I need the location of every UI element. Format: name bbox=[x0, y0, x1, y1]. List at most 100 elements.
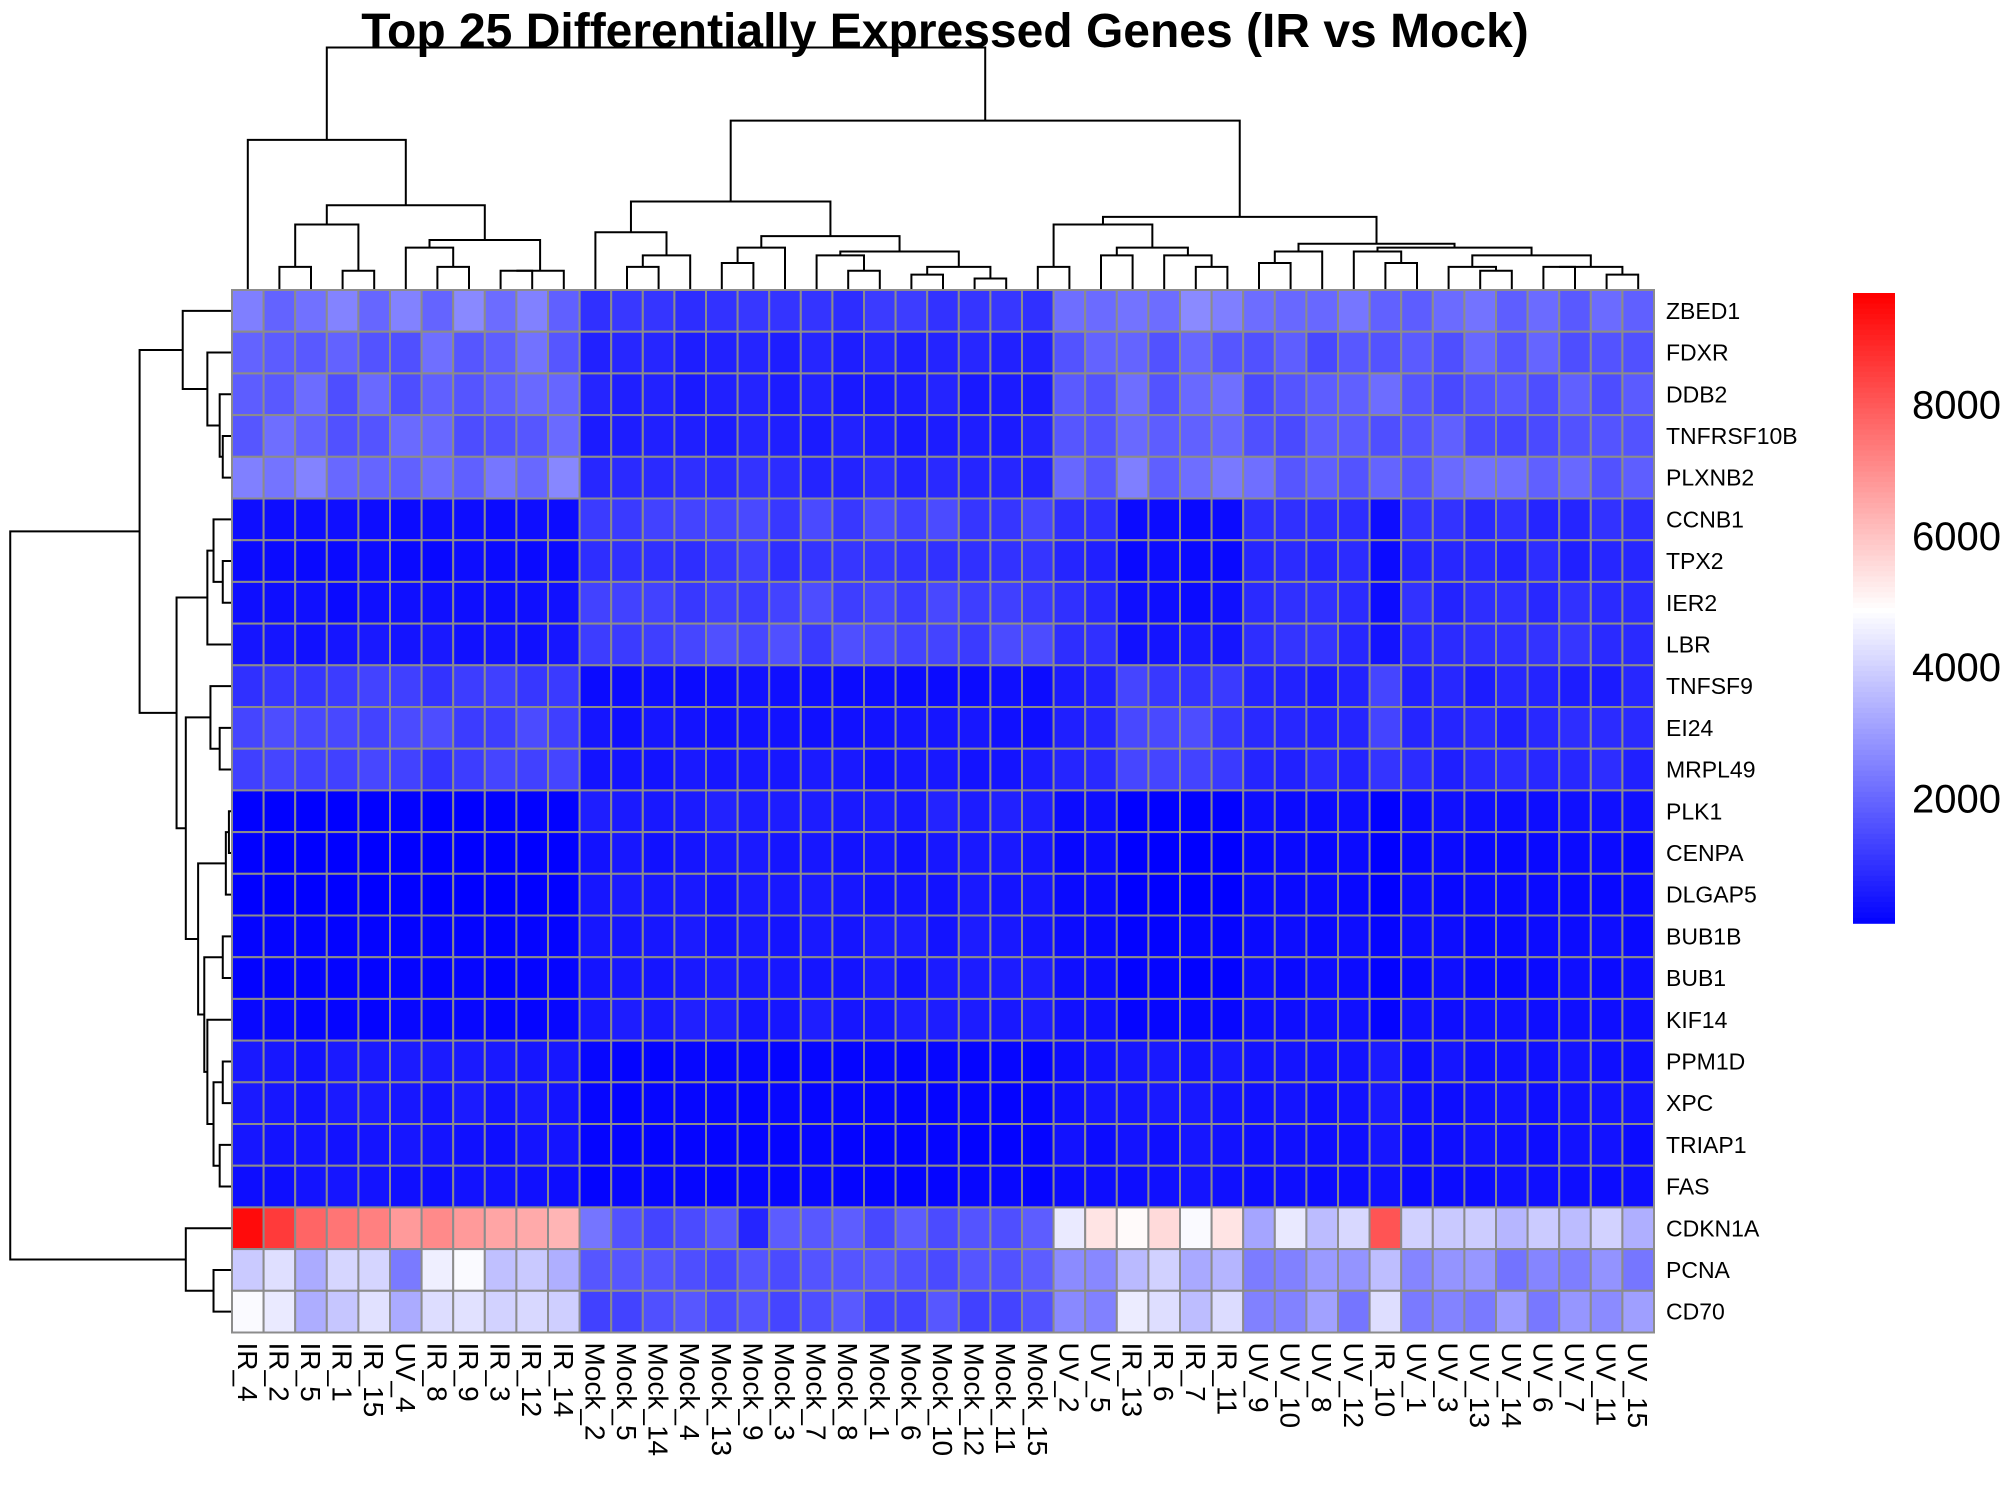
heatmap-cell bbox=[705, 1039, 739, 1084]
row-dendrogram bbox=[9, 309, 232, 1313]
heatmap-cell bbox=[1463, 831, 1498, 875]
heatmap-cell bbox=[1368, 956, 1403, 1000]
heatmap-cell bbox=[1368, 1123, 1403, 1167]
heatmap-cell bbox=[863, 372, 897, 417]
heatmap-cell bbox=[1337, 1081, 1371, 1126]
heatmap-cell bbox=[736, 1123, 771, 1167]
heatmap-cell bbox=[1495, 664, 1529, 708]
column-label: Mock_11 bbox=[990, 1343, 1021, 1455]
heatmap-cell bbox=[1084, 1081, 1118, 1126]
heatmap-cell bbox=[547, 997, 581, 1042]
heatmap-cell bbox=[768, 1039, 802, 1084]
dendrogram-branch bbox=[1101, 215, 1378, 244]
heatmap-cell bbox=[452, 330, 486, 375]
heatmap-cell bbox=[673, 330, 708, 375]
colorbar-segment bbox=[1853, 361, 1895, 368]
colorbar-tick-label: 6000 bbox=[1912, 515, 2000, 559]
dendrogram-branch bbox=[221, 434, 232, 479]
column-label: UV_13 bbox=[1464, 1343, 1495, 1429]
heatmap-cell bbox=[957, 664, 992, 708]
heatmap-cell bbox=[420, 289, 455, 333]
heatmap-cell bbox=[894, 1039, 929, 1084]
heatmap-cell bbox=[262, 497, 297, 542]
heatmap-cell bbox=[1400, 1123, 1434, 1167]
heatmap-cell bbox=[1179, 664, 1213, 708]
heatmap-cell bbox=[610, 914, 644, 959]
heatmap-cell bbox=[452, 497, 486, 542]
heatmap-cell bbox=[1179, 1123, 1213, 1167]
heatmap-cell bbox=[1242, 497, 1276, 542]
heatmap-cell bbox=[294, 1039, 328, 1084]
heatmap-cell bbox=[610, 1123, 644, 1167]
heatmap-cell bbox=[1242, 1206, 1276, 1251]
heatmap-cell bbox=[1273, 414, 1308, 458]
heatmap-cell bbox=[1463, 1039, 1498, 1084]
heatmap-cell bbox=[799, 455, 834, 500]
colorbar-segment bbox=[1853, 319, 1895, 326]
heatmap-cell bbox=[262, 580, 297, 625]
column-label: IR_5 bbox=[295, 1343, 326, 1402]
heatmap-cell bbox=[1210, 1248, 1245, 1292]
heatmap-cell bbox=[547, 1039, 581, 1084]
heatmap-cell bbox=[1431, 1123, 1466, 1167]
heatmap-cell bbox=[1495, 956, 1529, 1000]
heatmap-cell bbox=[831, 1289, 866, 1334]
heatmap-cell bbox=[736, 872, 771, 917]
heatmap-cell bbox=[547, 1081, 581, 1126]
heatmap-cell bbox=[799, 872, 834, 917]
heatmap-cell bbox=[483, 289, 518, 333]
heatmap-cell bbox=[1084, 1289, 1118, 1334]
heatmap-cell bbox=[1115, 789, 1150, 834]
column-label: Mock_10 bbox=[927, 1343, 958, 1457]
colorbar-segment bbox=[1853, 902, 1895, 909]
heatmap-cell bbox=[325, 622, 360, 667]
heatmap-cell bbox=[515, 1248, 550, 1292]
heatmap-cell bbox=[357, 1081, 391, 1126]
heatmap-cell bbox=[1368, 1039, 1403, 1084]
colorbar-tick-label: 4000 bbox=[1912, 646, 2000, 690]
row-label: FDXR bbox=[1666, 340, 1729, 366]
heatmap-cell bbox=[1431, 330, 1466, 375]
heatmap-cell bbox=[1368, 330, 1403, 375]
heatmap-cell bbox=[325, 1248, 360, 1292]
heatmap-cell bbox=[1179, 997, 1213, 1042]
heatmap-cell bbox=[1242, 664, 1276, 708]
heatmap-cell bbox=[894, 1164, 929, 1209]
heatmap-cell bbox=[515, 1123, 550, 1167]
heatmap-cell bbox=[863, 330, 897, 375]
colorbar-segment bbox=[1853, 692, 1895, 699]
dendrogram-branch bbox=[294, 223, 360, 271]
heatmap-cell bbox=[452, 664, 486, 708]
heatmap-cell bbox=[957, 872, 992, 917]
heatmap-cell bbox=[483, 789, 518, 834]
heatmap-cell bbox=[641, 789, 676, 834]
heatmap-cell bbox=[1621, 1248, 1656, 1292]
heatmap-cell bbox=[1431, 1164, 1466, 1209]
heatmap-cell bbox=[1463, 580, 1498, 625]
heatmap-cell bbox=[325, 289, 360, 333]
heatmap-cell bbox=[515, 914, 550, 959]
heatmap-cell bbox=[957, 289, 992, 333]
heatmap-cell bbox=[1621, 706, 1656, 750]
heatmap-cell bbox=[1621, 1081, 1656, 1126]
heatmap-cell bbox=[1589, 1248, 1624, 1292]
heatmap-cell bbox=[1052, 1039, 1087, 1084]
heatmap-cell bbox=[1179, 455, 1213, 500]
heatmap-cell bbox=[1431, 580, 1466, 625]
heatmap-cell bbox=[926, 289, 960, 333]
colorbar-segment bbox=[1853, 329, 1895, 336]
heatmap-cell bbox=[768, 414, 802, 458]
heatmap-cell bbox=[294, 956, 328, 1000]
heatmap-cell bbox=[641, 872, 676, 917]
heatmap-cell bbox=[1179, 1039, 1213, 1084]
heatmap-cell bbox=[515, 580, 550, 625]
heatmap-cell bbox=[294, 1081, 328, 1126]
heatmap-cell bbox=[1084, 706, 1118, 750]
heatmap-cell bbox=[1495, 414, 1529, 458]
row-label: CENPA bbox=[1666, 840, 1744, 866]
colorbar-segment bbox=[1853, 455, 1895, 462]
heatmap-cell bbox=[1495, 1123, 1529, 1167]
heatmap-cell bbox=[294, 539, 328, 583]
heatmap-cell bbox=[452, 1164, 486, 1209]
column-label: IR_4 bbox=[232, 1343, 263, 1402]
